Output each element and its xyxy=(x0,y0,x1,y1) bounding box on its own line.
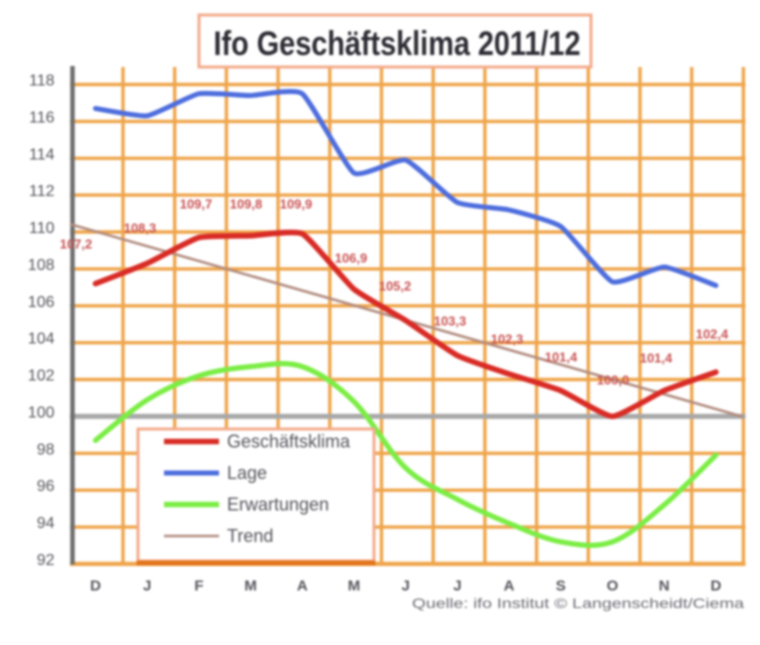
svg-text:M: M xyxy=(348,578,361,595)
svg-text:109,7: 109,7 xyxy=(180,197,213,212)
svg-text:102: 102 xyxy=(28,368,55,385)
svg-text:105,2: 105,2 xyxy=(379,279,412,294)
svg-text:J: J xyxy=(143,578,151,595)
svg-text:108,3: 108,3 xyxy=(124,221,157,236)
svg-text:Quelle: ifo Institut © Langens: Quelle: ifo Institut © Langenscheidt/Cie… xyxy=(412,595,744,611)
svg-text:Geschäftsklima: Geschäftsklima xyxy=(227,432,351,452)
svg-text:92: 92 xyxy=(37,552,55,569)
svg-text:O: O xyxy=(607,578,619,595)
svg-text:94: 94 xyxy=(37,515,55,532)
svg-text:Lage: Lage xyxy=(227,463,267,483)
svg-text:A: A xyxy=(297,578,308,595)
svg-text:110: 110 xyxy=(29,220,55,237)
svg-text:N: N xyxy=(659,578,670,595)
svg-text:106: 106 xyxy=(28,294,55,311)
svg-text:96: 96 xyxy=(37,478,55,495)
svg-text:98: 98 xyxy=(37,441,55,458)
svg-text:112: 112 xyxy=(29,183,55,200)
svg-text:M: M xyxy=(244,578,257,595)
svg-text:Ifo Geschäftsklima 2011/12: Ifo Geschäftsklima 2011/12 xyxy=(214,25,581,63)
svg-text:118: 118 xyxy=(29,73,55,90)
svg-text:101,4: 101,4 xyxy=(545,350,578,365)
svg-text:103,3: 103,3 xyxy=(434,314,467,329)
svg-text:106,9: 106,9 xyxy=(335,251,368,266)
svg-text:S: S xyxy=(556,578,566,595)
svg-text:D: D xyxy=(710,578,721,595)
svg-text:104: 104 xyxy=(28,331,55,348)
svg-text:114: 114 xyxy=(29,146,55,163)
svg-text:A: A xyxy=(504,578,515,595)
svg-text:J: J xyxy=(402,578,410,595)
svg-text:109,9: 109,9 xyxy=(280,197,313,212)
svg-text:116: 116 xyxy=(29,109,55,126)
svg-text:107,2: 107,2 xyxy=(60,237,93,252)
svg-text:F: F xyxy=(194,578,203,595)
svg-text:100,0: 100,0 xyxy=(597,373,630,388)
svg-text:102,3: 102,3 xyxy=(491,332,524,347)
svg-text:D: D xyxy=(90,578,101,595)
svg-text:Trend: Trend xyxy=(227,526,273,546)
svg-text:Erwartungen: Erwartungen xyxy=(227,495,329,515)
svg-text:108: 108 xyxy=(28,257,55,274)
svg-text:100: 100 xyxy=(28,404,55,421)
svg-text:102,4: 102,4 xyxy=(696,327,729,342)
svg-text:109,8: 109,8 xyxy=(230,197,263,212)
svg-text:101,4: 101,4 xyxy=(640,351,673,366)
svg-text:J: J xyxy=(453,578,461,595)
